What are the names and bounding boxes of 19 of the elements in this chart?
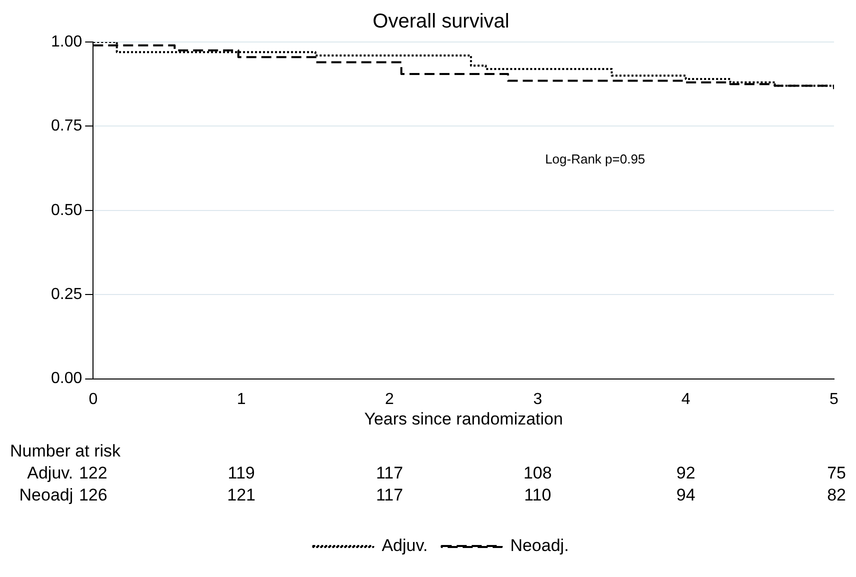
x-tick-label: 2 — [385, 390, 394, 408]
y-tick-label: 0.75 — [51, 118, 82, 135]
y-tick-label: 0.50 — [51, 202, 82, 219]
y-tick-label: 1.00 — [51, 33, 82, 50]
x-axis-title: Years since randomization — [364, 410, 563, 429]
annotation: Log-Rank p=0.95 — [545, 151, 646, 166]
x-tick-label: 3 — [533, 390, 542, 408]
text: Number at risk — [10, 442, 122, 461]
x-tick-label: 5 — [830, 390, 839, 408]
text: Adjuv. 122 119 117 108 92 75 — [27, 464, 846, 483]
x-tick-label: 1 — [236, 390, 246, 408]
y-tick-label: 0.25 — [51, 286, 82, 304]
y-tick-label: 0.00 — [51, 370, 82, 388]
legend-label: Neoadj. — [510, 536, 569, 556]
legend-label: Adjuv. — [382, 536, 428, 556]
x-tick-label: 4 — [681, 390, 690, 408]
chart-title: Overall survival — [372, 10, 510, 33]
x-tick-label: 0 — [88, 390, 98, 408]
text: Neoadj 126 121 117 110 94 82 — [19, 486, 846, 505]
